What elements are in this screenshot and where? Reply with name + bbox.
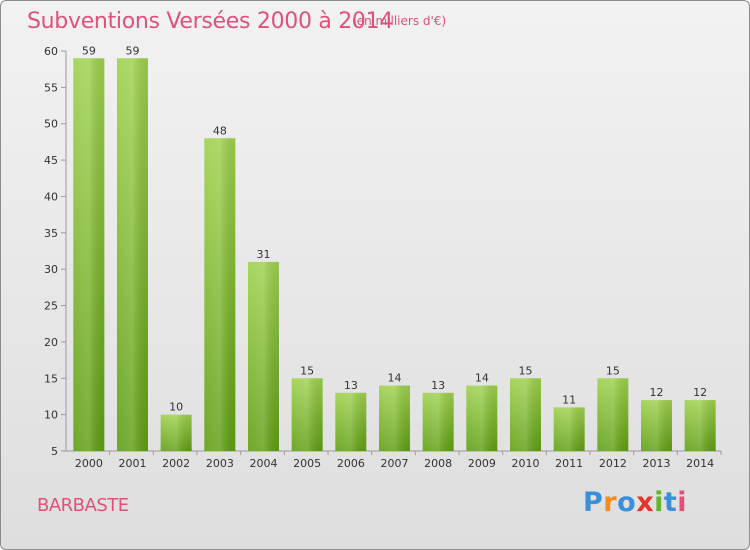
bar-highlight bbox=[160, 414, 192, 451]
logo-letter: P bbox=[583, 487, 604, 518]
y-tick-label: 50 bbox=[44, 118, 58, 131]
logo-letter: t bbox=[663, 487, 678, 518]
y-tick-label: 5 bbox=[51, 445, 58, 458]
bar-value-label: 12 bbox=[650, 386, 664, 399]
x-tick-label: 2013 bbox=[643, 457, 671, 470]
x-tick-label: 2006 bbox=[337, 457, 365, 470]
bar-highlight bbox=[248, 261, 279, 451]
bar-value-label: 15 bbox=[300, 364, 314, 377]
chart-title: Subventions Versées 2000 à 2014 bbox=[27, 9, 394, 34]
x-tick-label: 2003 bbox=[206, 457, 234, 470]
y-tick-label: 15 bbox=[44, 372, 58, 385]
chart-value-labels: 59 59 10 48 31 15 13 14 13 14 15 11 15 12 12 bbox=[82, 44, 707, 413]
bar-value-label: 15 bbox=[606, 364, 620, 377]
bar-value-label: 48 bbox=[213, 124, 227, 137]
x-tick-label: 2007 bbox=[381, 457, 409, 470]
bar-value-label: 12 bbox=[693, 386, 707, 399]
x-tick-label: 2008 bbox=[424, 457, 452, 470]
y-tick-label: 45 bbox=[44, 154, 58, 167]
x-tick-label: 2010 bbox=[512, 457, 540, 470]
x-tick-label: 2000 bbox=[75, 457, 103, 470]
bar-highlight bbox=[466, 385, 498, 451]
y-tick-label: 25 bbox=[44, 300, 58, 313]
logo-letter: i bbox=[677, 487, 688, 518]
chart-bars bbox=[73, 58, 716, 452]
x-tick-label: 2001 bbox=[119, 457, 147, 470]
bar-highlight bbox=[510, 378, 541, 451]
bar-highlight bbox=[641, 400, 672, 451]
bar-highlight bbox=[335, 392, 367, 451]
bar-value-label: 59 bbox=[126, 44, 140, 57]
logo-letter: x bbox=[636, 487, 655, 518]
chart-x-tick-labels: 2000 2001 2002 2003 2004 2005 2006 2007 2008 2009… bbox=[75, 457, 714, 470]
bar-value-label: 10 bbox=[169, 401, 183, 414]
bar-value-label: 13 bbox=[431, 379, 445, 392]
y-tick-label: 30 bbox=[44, 263, 58, 276]
bar-value-label: 59 bbox=[82, 44, 96, 57]
bar-highlight bbox=[291, 378, 323, 451]
x-tick-label: 2014 bbox=[686, 457, 714, 470]
bar-value-label: 11 bbox=[562, 393, 576, 406]
bar-value-label: 14 bbox=[475, 372, 489, 385]
x-tick-label: 2011 bbox=[555, 457, 583, 470]
y-tick-label: 20 bbox=[44, 336, 58, 349]
x-tick-label: 2002 bbox=[162, 457, 190, 470]
bar-value-label: 14 bbox=[388, 372, 402, 385]
y-tick-label: 40 bbox=[44, 190, 58, 203]
bar-highlight bbox=[597, 378, 629, 451]
y-tick-label: 10 bbox=[44, 409, 58, 422]
x-tick-label: 2009 bbox=[468, 457, 496, 470]
y-tick-label: 60 bbox=[44, 45, 58, 58]
bar-value-label: 13 bbox=[344, 379, 358, 392]
y-tick-label: 35 bbox=[44, 227, 58, 240]
y-tick-label: 55 bbox=[44, 81, 58, 94]
bar-highlight bbox=[73, 58, 105, 451]
logo-letter: i bbox=[654, 487, 664, 518]
x-tick-label: 2004 bbox=[250, 457, 278, 470]
chart-unit-note: (en milliers d'€) bbox=[352, 14, 447, 28]
bar-value-label: 15 bbox=[519, 364, 533, 377]
bar-highlight bbox=[204, 138, 236, 452]
bar-highlight bbox=[379, 385, 410, 451]
bar-value-label: 31 bbox=[257, 248, 271, 261]
x-tick-label: 2012 bbox=[599, 457, 627, 470]
proxiti-logo: Proxiti bbox=[583, 487, 687, 518]
bar-highlight bbox=[553, 407, 585, 451]
logo-letter: r bbox=[603, 487, 618, 518]
bar-highlight bbox=[684, 400, 716, 451]
bar-highlight bbox=[117, 58, 148, 451]
bar-highlight bbox=[422, 392, 454, 451]
x-tick-label: 2005 bbox=[293, 457, 321, 470]
logo-letter: o bbox=[617, 487, 637, 518]
commune-name: BARBASTE bbox=[37, 495, 129, 516]
